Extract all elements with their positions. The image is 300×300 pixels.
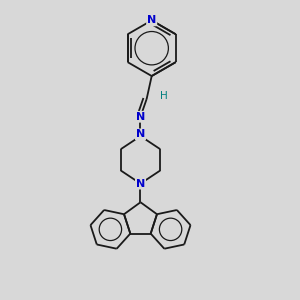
Text: N: N (136, 178, 145, 189)
Text: N: N (136, 129, 145, 140)
Text: H: H (160, 92, 168, 101)
Text: N: N (147, 15, 156, 26)
Text: N: N (136, 112, 145, 122)
